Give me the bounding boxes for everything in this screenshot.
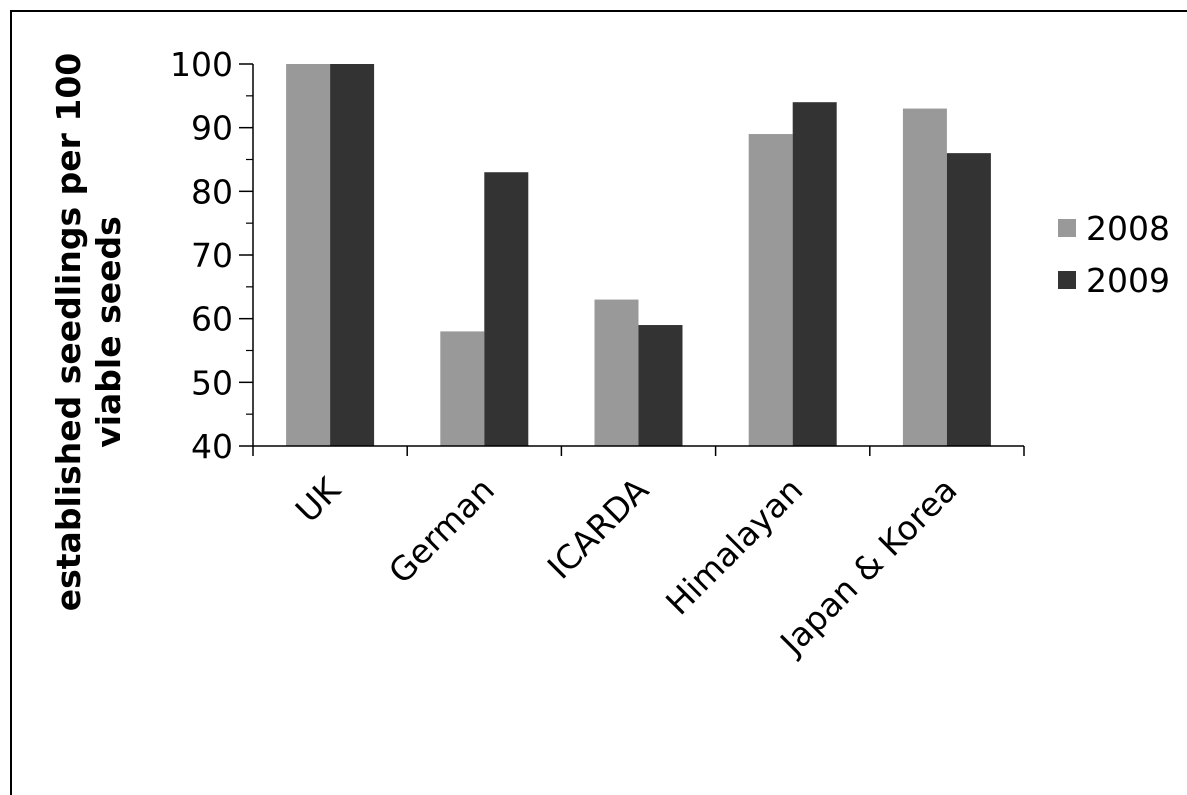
y-tick-label: 100 — [170, 45, 233, 84]
legend-label-2009: 2009 — [1086, 261, 1170, 300]
y-axis-label: established seedlings per 100 viable see… — [49, 53, 128, 612]
bar-2009-japan-korea — [946, 153, 991, 446]
bar-2009-uk — [330, 64, 375, 446]
legend-swatch-2008 — [1058, 219, 1076, 237]
x-category-label-himalayan: Himalayan — [658, 470, 810, 622]
bar-2008-uk — [286, 64, 331, 446]
x-category-label-german: German — [381, 470, 502, 591]
legend: 2008 2009 — [1058, 209, 1170, 300]
bar-2008-japan-korea — [902, 108, 947, 447]
y-axis-label-line-1: established seedlings per 100 — [49, 53, 88, 612]
y-axis-label-line-2: viable seeds — [89, 216, 128, 448]
legend-label-2008: 2008 — [1086, 209, 1170, 248]
x-category-label-icarda: ICARDA — [540, 470, 657, 587]
y-tick-label: 70 — [191, 236, 233, 275]
chart-frame — [10, 10, 1187, 795]
y-tick-label: 60 — [191, 300, 233, 339]
y-ticks-group: 40 50 60 70 80 90 100 — [170, 45, 253, 466]
bar-2008-himalayan — [748, 134, 793, 447]
legend-swatch-2009 — [1058, 271, 1076, 289]
y-tick-label: 90 — [191, 109, 233, 148]
bar-2009-icarda — [638, 325, 683, 446]
y-tick-label: 80 — [191, 172, 233, 211]
y-tick-label: 40 — [191, 427, 233, 466]
bar-2008-icarda — [594, 299, 639, 446]
y-tick-label: 50 — [191, 363, 233, 402]
bars-group — [286, 64, 991, 447]
bar-2009-german — [484, 172, 529, 446]
bar-2008-german — [440, 331, 485, 446]
x-category-label-uk: UK — [288, 469, 349, 530]
bar-2009-himalayan — [792, 102, 837, 446]
